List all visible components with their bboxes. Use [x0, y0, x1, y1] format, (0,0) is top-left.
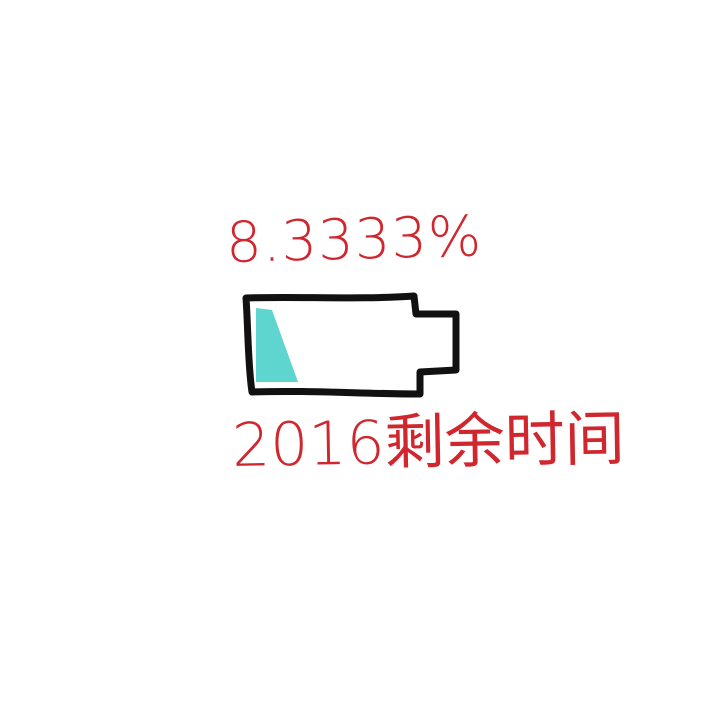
battery-outline: [242, 292, 460, 398]
battery-level-fill: [256, 308, 298, 382]
battery-percent-label: 8.3333%: [225, 204, 483, 276]
year-remaining-caption: 2016剩余时间: [231, 404, 626, 481]
battery-icon: [242, 292, 460, 398]
